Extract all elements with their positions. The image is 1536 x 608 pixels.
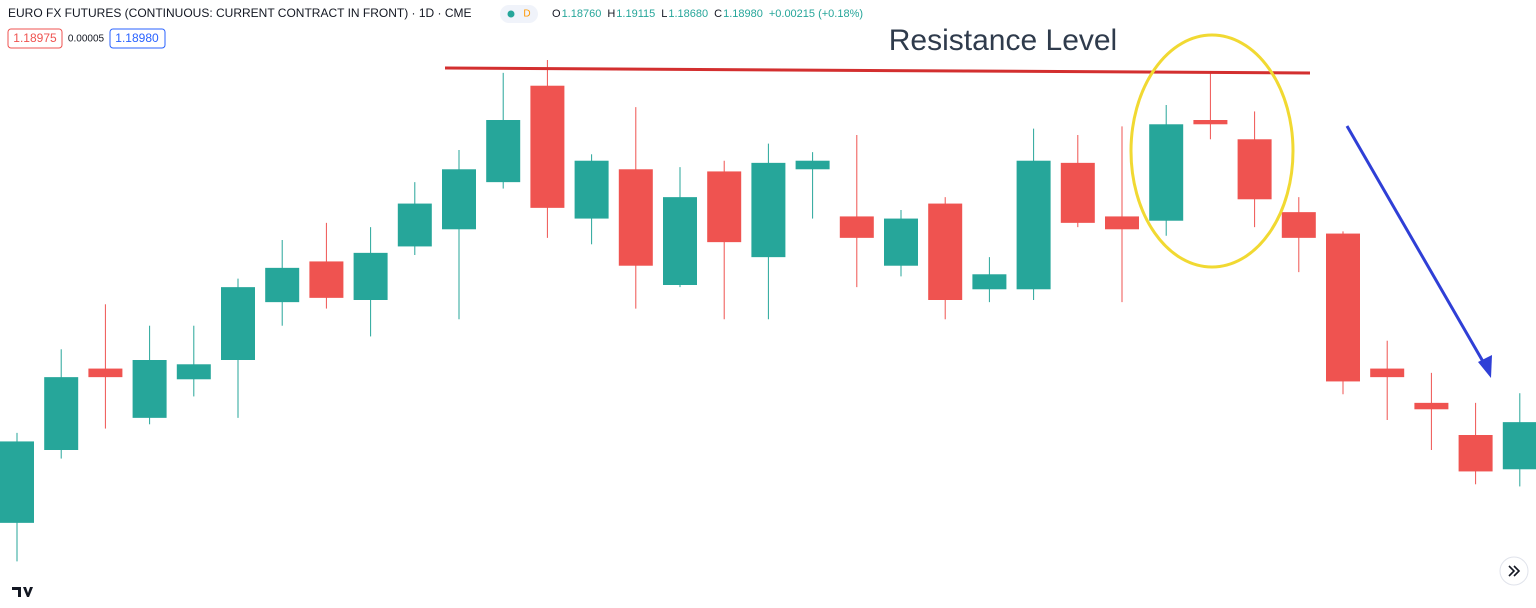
candle-body — [751, 162, 786, 258]
logo-mark — [12, 587, 33, 597]
status-pill — [500, 5, 538, 23]
candle-body — [928, 203, 963, 300]
ohlc-value: 1.19115 — [616, 8, 655, 20]
candle-body — [1105, 216, 1139, 230]
candle-body — [839, 216, 874, 238]
candle-body — [884, 218, 918, 266]
ask-box — [109, 28, 166, 49]
symbol-title: EURO FX FUTURES (CONTINUOUS: CURRENT CON… — [8, 6, 472, 20]
candle-body — [88, 368, 123, 378]
scroll-icon[interactable] — [1508, 565, 1521, 577]
candle-body — [795, 160, 830, 170]
candle-body — [1326, 233, 1360, 382]
candle-body — [442, 169, 476, 230]
candle-body — [309, 261, 344, 298]
candle-body — [353, 252, 388, 300]
bid-price: 1.18975 — [13, 31, 57, 45]
candle-body — [132, 360, 167, 418]
ohlc-key: O — [552, 8, 561, 20]
ask-price: 1.18980 — [115, 31, 159, 45]
candle-body — [530, 85, 565, 208]
candle-body — [574, 160, 609, 219]
ohlc-value: 1.18980 — [723, 8, 763, 20]
candle-body — [663, 197, 697, 285]
candle-body — [972, 274, 1007, 290]
candle-body — [486, 120, 521, 183]
candles — [0, 60, 1536, 562]
candle-body — [1237, 139, 1272, 200]
candle-body — [1060, 162, 1095, 223]
candle-body — [707, 171, 742, 243]
candle-body — [1281, 212, 1316, 238]
annotation: Resistance Level — [889, 24, 1117, 57]
candle-body — [1458, 435, 1493, 472]
candle-body — [1370, 368, 1405, 378]
ohlc-key: H — [607, 8, 615, 20]
ohlc-change: +0.00215 (+0.18%) — [769, 8, 863, 20]
candle-body — [1016, 160, 1051, 290]
ohlc-value: 1.18760 — [562, 8, 602, 20]
resistance-line — [444, 66, 1311, 75]
candle-body — [221, 287, 255, 360]
candle-body — [176, 364, 211, 380]
ohlc-legend: O 1.18760 H 1.19115 L 1.18680 C 1.18980 +0.00215… — [552, 8, 863, 20]
trend-arrow — [1345, 125, 1487, 366]
candle-body — [618, 169, 653, 266]
candle-body — [1193, 120, 1228, 125]
spread: 0.00005 — [68, 34, 105, 45]
candle-body — [1414, 402, 1449, 410]
bid-box — [7, 28, 63, 49]
highlight-ellipse — [1129, 33, 1295, 269]
ohlc-key: C — [714, 8, 722, 20]
candle-body — [397, 203, 432, 247]
scroll-button[interactable] — [1499, 556, 1529, 586]
candle-body — [1502, 422, 1536, 470]
arrow-head — [1478, 355, 1492, 378]
delay-badge: D — [523, 9, 530, 20]
status-dot — [507, 10, 515, 18]
ohlc-key: L — [661, 8, 667, 20]
ohlc-value: 1.18680 — [668, 8, 708, 20]
candle-body — [265, 267, 300, 303]
candle-body — [1149, 124, 1184, 221]
candle-body — [44, 377, 79, 450]
candle-body — [0, 441, 34, 523]
tv-logo — [10, 583, 34, 601]
